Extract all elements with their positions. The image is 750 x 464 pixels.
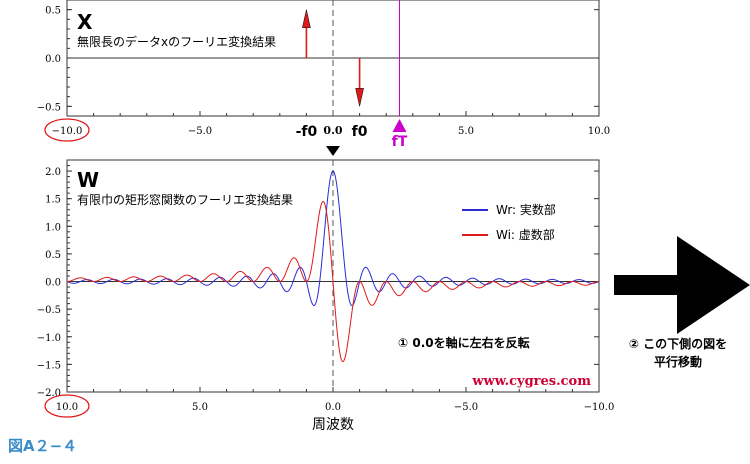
top-y-tick-label: −0.5 bbox=[37, 102, 61, 113]
series-wr-line bbox=[66, 170, 600, 307]
shift-arrow bbox=[614, 236, 750, 334]
figure-label: 図A２−４ bbox=[8, 437, 77, 455]
top-marks: -f0 f0 fT 0.0 bbox=[296, 0, 408, 150]
top-x-tick-label: 5.0 bbox=[458, 126, 474, 137]
legend-label-wi: Wi: 虚数部 bbox=[496, 227, 555, 242]
top-y-tick-label: 0.0 bbox=[45, 54, 61, 65]
top-panel-letter: X bbox=[77, 10, 93, 34]
watermark: www.cygres.com bbox=[471, 374, 591, 389]
bottom-y-tick-label: 2.0 bbox=[45, 167, 61, 178]
top-x-tick-label: −10.0 bbox=[52, 126, 83, 137]
bottom-marks bbox=[66, 146, 600, 363]
bottom-x-tick-label: −5.0 bbox=[454, 402, 478, 413]
top-chart: X 無限長のデータxのフーリエ変換結果 −0.5 0.0 0.5 −10.0 −5.0 5… bbox=[37, 0, 610, 150]
series-wi-line bbox=[66, 200, 600, 363]
frequency-marker-label: f0 bbox=[352, 124, 368, 140]
bottom-axes: −2.0 −1.5 −1.0 −0.5 0.0 0.5 1.0 1.5 2.0 10.0 5.0 0.… bbox=[37, 159, 615, 418]
side-note-line2: 平行移動 bbox=[654, 354, 702, 369]
bottom-x-tick-label: 0.0 bbox=[325, 402, 341, 413]
top-x-tick-label: −5.0 bbox=[188, 126, 212, 137]
bottom-y-tick-label: −1.5 bbox=[37, 360, 61, 371]
top-x-tick-label-zero: 0.0 bbox=[323, 124, 342, 137]
legend: Wr: 実数部 Wi: 虚数部 bbox=[462, 202, 556, 242]
bottom-circled-tick-highlight bbox=[44, 394, 90, 418]
frequency-marker-label: -f0 bbox=[296, 124, 318, 140]
arrow-head-icon bbox=[677, 236, 750, 334]
bottom-panel-subtitle: 有限巾の矩形窓関数のフーリエ変換結果 bbox=[77, 192, 293, 207]
bottom-x-tick-label: 5.0 bbox=[192, 402, 208, 413]
top-panel-subtitle: 無限長のデータxのフーリエ変換結果 bbox=[77, 34, 276, 49]
arrow-shaft bbox=[614, 275, 678, 295]
bottom-x-tick-label: 10.0 bbox=[56, 402, 78, 413]
bottom-panel-letter: W bbox=[77, 168, 99, 192]
top-axes: −0.5 0.0 0.5 −10.0 −5.0 5.0 10.0 bbox=[37, 6, 610, 142]
ft-marker-triangle bbox=[392, 119, 407, 132]
bottom-y-tick-label: 0.0 bbox=[45, 278, 61, 289]
side-note-line1: ② この下側の図を bbox=[629, 336, 727, 351]
top-spike-arrowhead bbox=[355, 88, 364, 107]
legend-label-wr: Wr: 実数部 bbox=[496, 202, 556, 217]
top-x-tick-label: 10.0 bbox=[588, 126, 610, 137]
bottom-x-axis-label: 周波数 bbox=[312, 417, 354, 433]
bottom-chart: W 有限巾の矩形窓関数のフーリエ変換結果 −2.0 −1.5 −1.0 −0.5 0.0… bbox=[37, 146, 615, 433]
bottom-y-tick-label: 0.5 bbox=[45, 250, 61, 261]
bottom-y-tick-label: −0.5 bbox=[37, 305, 61, 316]
bottom-y-tick-label: 1.5 bbox=[45, 195, 61, 206]
bottom-y-tick-label: −1.0 bbox=[37, 333, 61, 344]
top-spike-arrowhead bbox=[302, 9, 311, 28]
ft-marker-label: fT bbox=[392, 134, 408, 150]
top-circled-tick-highlight bbox=[44, 118, 90, 142]
center-marker-triangle bbox=[326, 146, 340, 156]
bottom-y-tick-label: 1.0 bbox=[45, 222, 61, 233]
top-y-tick-label: 0.5 bbox=[45, 6, 61, 17]
bottom-y-tick-label: −2.0 bbox=[37, 388, 61, 399]
bottom-x-tick-label: −10.0 bbox=[584, 402, 615, 413]
flip-annotation: ① 0.0を軸に左右を反転 bbox=[398, 335, 530, 350]
